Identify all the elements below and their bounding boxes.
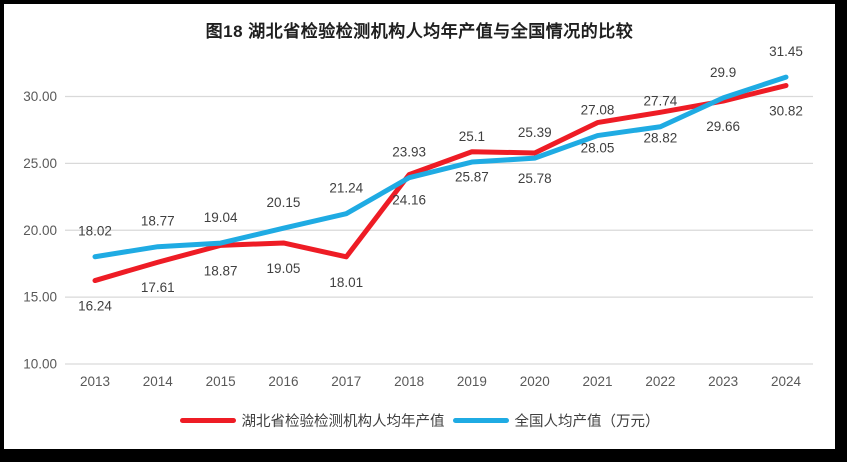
svg-text:15.00: 15.00: [23, 290, 57, 305]
svg-text:2016: 2016: [268, 374, 298, 389]
svg-text:20.00: 20.00: [23, 223, 57, 238]
svg-text:25.1: 25.1: [459, 129, 485, 144]
svg-text:25.87: 25.87: [455, 170, 489, 185]
svg-text:31.45: 31.45: [769, 44, 803, 59]
national-series-line-swatch: [452, 418, 509, 423]
svg-text:18.01: 18.01: [329, 275, 363, 290]
svg-text:23.93: 23.93: [392, 145, 426, 160]
hubei-series-line-swatch: [179, 418, 236, 423]
svg-text:18.02: 18.02: [78, 224, 112, 239]
line-chart: 10.00 15.00 20.00 25.00 30.00 2013 2014 2015 201…: [23, 44, 813, 389]
svg-text:21.24: 21.24: [329, 181, 363, 196]
svg-text:2022: 2022: [645, 374, 675, 389]
svg-text:18.87: 18.87: [204, 263, 238, 278]
svg-text:17.61: 17.61: [141, 280, 175, 295]
svg-text:28.82: 28.82: [643, 130, 677, 145]
svg-text:10.00: 10.00: [23, 357, 57, 372]
svg-text:27.08: 27.08: [581, 103, 615, 118]
svg-text:28.05: 28.05: [581, 141, 615, 156]
svg-text:16.24: 16.24: [78, 299, 112, 314]
svg-text:27.74: 27.74: [643, 94, 677, 109]
svg-text:25.00: 25.00: [23, 156, 57, 171]
svg-text:24.16: 24.16: [392, 193, 426, 208]
legend-item-national: 全国人均产值（万元）: [452, 410, 660, 431]
svg-text:19.04: 19.04: [204, 210, 238, 225]
svg-text:18.77: 18.77: [141, 214, 175, 229]
svg-text:25.78: 25.78: [518, 171, 552, 186]
svg-text:30.82: 30.82: [769, 104, 803, 119]
svg-text:30.00: 30.00: [23, 89, 57, 104]
legend-item-hubei: 湖北省检验检测机构人均年产值: [179, 410, 445, 431]
svg-text:2023: 2023: [708, 374, 738, 389]
svg-text:25.39: 25.39: [518, 125, 552, 140]
chart-canvas: 图18 湖北省检验检测机构人均年产值与全国情况的比较 10.00 15.00 20.…: [4, 4, 835, 449]
svg-text:2017: 2017: [331, 374, 361, 389]
svg-text:2018: 2018: [394, 374, 424, 389]
chart-title: 图18 湖北省检验检测机构人均年产值与全国情况的比较: [205, 22, 634, 41]
legend-label-national: 全国人均产值（万元）: [514, 414, 660, 430]
svg-text:19.05: 19.05: [267, 261, 301, 276]
svg-text:2014: 2014: [143, 374, 174, 389]
svg-text:20.15: 20.15: [267, 195, 301, 210]
svg-text:2021: 2021: [583, 374, 613, 389]
svg-text:2019: 2019: [457, 374, 487, 389]
svg-text:2024: 2024: [771, 374, 802, 389]
svg-text:29.9: 29.9: [710, 65, 736, 80]
legend: 湖北省检验检测机构人均年产值 全国人均产值（万元）: [4, 410, 835, 431]
svg-text:2020: 2020: [520, 374, 550, 389]
svg-text:2015: 2015: [206, 374, 236, 389]
legend-label-hubei: 湖北省检验检测机构人均年产值: [241, 414, 445, 430]
svg-text:29.66: 29.66: [706, 119, 740, 134]
svg-text:2013: 2013: [80, 374, 110, 389]
